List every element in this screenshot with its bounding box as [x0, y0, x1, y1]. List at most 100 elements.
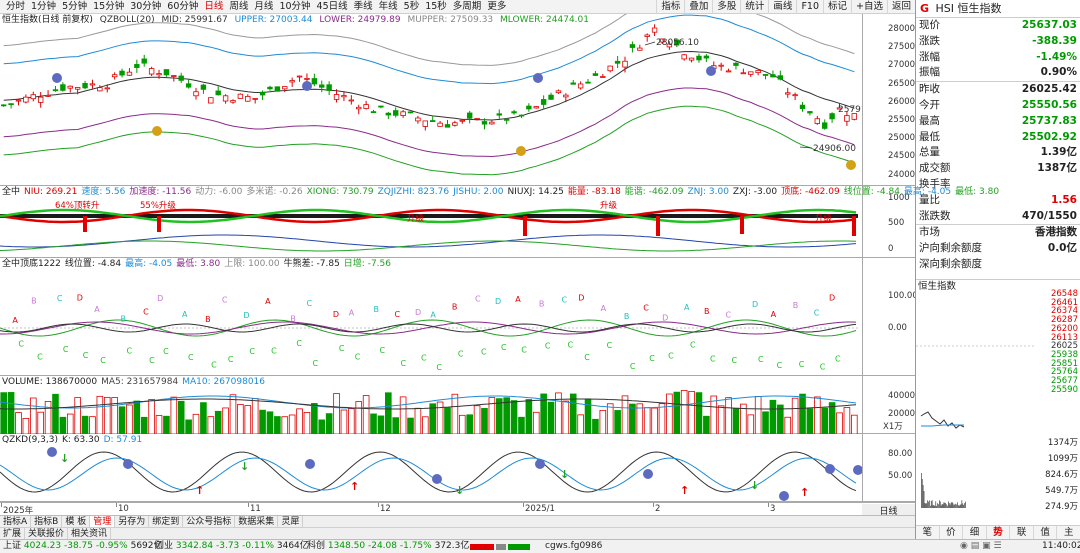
tool-5[interactable]: F10 [796, 0, 823, 14]
signal-letter: C [436, 363, 442, 372]
kc-index[interactable]: 科创 1348.50 -24.08 -1.75% 372.3亿 [307, 541, 470, 551]
indicator-tab-3[interactable]: 管理 [90, 516, 116, 527]
period-tab-2[interactable]: 5分钟 [62, 1, 88, 12]
period-tab-3[interactable]: 15分钟 [93, 1, 125, 12]
signal-letter: C [211, 360, 217, 369]
mini-volume-bar [965, 501, 966, 508]
indicator-tab-5[interactable]: 绑定到 [149, 516, 184, 527]
extension-tab-1[interactable]: 关联报价 [25, 528, 69, 539]
tool-4[interactable]: 画线 [768, 0, 796, 14]
quote-value: 0.0亿 [1047, 242, 1077, 255]
period-tab-10[interactable]: 45日线 [316, 1, 348, 12]
quote-row: 昨收 26025.42 [916, 82, 1080, 98]
volume-bar [370, 413, 377, 434]
extension-tab-2[interactable]: 相关资讯 [68, 528, 112, 539]
candle [222, 95, 229, 102]
volume-pane[interactable]: VOLUME: 138670000 MA5: 231657984 MA10: 267… [0, 376, 915, 434]
indicator-value: 牛熊差: -7.85 [283, 259, 340, 269]
tool-6[interactable]: 标记 [823, 0, 851, 14]
topbottom-plot[interactable]: ACBCCCDCACBCCCDCACBCCCDCACBCCCDCACBCCCDC… [0, 258, 862, 376]
tool-8[interactable]: 返回 [886, 0, 915, 14]
volume-bar [407, 417, 414, 434]
candle [296, 75, 303, 78]
candle [489, 121, 495, 125]
period-tab-13[interactable]: 5秒 [403, 1, 420, 12]
candle [45, 94, 51, 97]
mini-volume-bar [938, 504, 939, 508]
candle [629, 44, 636, 48]
volume-bar [525, 399, 533, 434]
quote-tab-2[interactable]: 细 [963, 526, 987, 539]
indicator-tab-4[interactable]: 另存为 [115, 516, 150, 527]
quote-tab-5[interactable]: 值 [1034, 526, 1058, 539]
tool-0[interactable]: 指标 [656, 0, 684, 14]
volume-bar [133, 400, 141, 434]
indicator-tab-6[interactable]: 公众号指标 [183, 516, 236, 527]
indicator-tab-1[interactable]: 指标B [31, 516, 63, 527]
period-tab-4[interactable]: 30分钟 [130, 1, 162, 12]
indicator-tab-8[interactable]: 灵犀 [278, 516, 304, 527]
period-tab-0[interactable]: 分时 [6, 1, 26, 12]
candle [466, 112, 473, 119]
mini-volume-bar [950, 502, 952, 508]
period-tab-9[interactable]: 10分钟 [279, 1, 311, 12]
intraday-mini-chart[interactable]: 26548 26461 26374 26287 26200 26113 26025 25938… [916, 286, 1080, 512]
volume-bar [784, 416, 792, 434]
period-tab-8[interactable]: 月线 [254, 1, 274, 12]
volume-bar [732, 407, 740, 434]
quote-tab-6[interactable]: 主 [1057, 526, 1080, 539]
kline-pane[interactable]: 恒生指数(日线 前复权) QZBOLL(20) MID: 25991.67 UP… [0, 14, 915, 186]
signal-letter: C [758, 355, 764, 364]
period-tab-15[interactable]: 多周期 [452, 1, 482, 12]
volume-bar [562, 400, 570, 434]
kd-plot[interactable]: ↓ ↑ ↓ ↑ ↓ ↓ ↑ ↓ ↑ [0, 434, 862, 502]
quote-tab-3[interactable]: 势 [987, 526, 1011, 539]
tool-7[interactable]: +自选 [851, 0, 887, 14]
period-tab-7[interactable]: 周线 [229, 1, 249, 12]
tool-1[interactable]: 叠加 [684, 0, 712, 14]
volume-bar [7, 392, 15, 434]
candle [637, 47, 643, 51]
period-tab-11[interactable]: 季线 [353, 1, 373, 12]
quote-tab-1[interactable]: 价 [940, 526, 964, 539]
period-tab-6[interactable]: 日线 [204, 1, 224, 12]
quote-row: 今开 25550.56 [916, 98, 1080, 114]
kd-pane[interactable]: QZKD(9,3,3) K: 63.30 D: 57.91 ↓ ↑ ↓ ↑ ↓ ↓ ↑ ↓ ↑ 80… [0, 434, 915, 502]
volume-bar [385, 392, 392, 434]
quote-tab-0[interactable]: 笔 [916, 526, 940, 539]
quote-tab-4[interactable]: 联 [1010, 526, 1034, 539]
niu-axis: 1000 500 0 [862, 186, 915, 257]
period-unit-label[interactable]: 日线 [862, 504, 915, 517]
period-tab-14[interactable]: 15秒 [425, 1, 447, 12]
cy-index[interactable]: 创业 3342.84 -3.73 -0.11% 3464亿 [155, 541, 309, 551]
indicator-value: 多米诺: -0.26 [246, 187, 303, 197]
date-tick: 2025年 [0, 503, 34, 516]
mini-price-tick: 25764 [1050, 367, 1078, 378]
indicator-value: QZKD(9,3,3) [2, 435, 59, 445]
candle [89, 83, 96, 86]
tool-2[interactable]: 多股 [712, 0, 740, 14]
indicator-tab-7[interactable]: 数据采集 [235, 516, 279, 527]
topbottom-pane[interactable]: 全中顶底1222 线位置: -4.84 最高: -4.05 最低: 3.80 上限: 1… [0, 258, 918, 376]
tool-3[interactable]: 统计 [740, 0, 768, 14]
period-tab-1[interactable]: 1分钟 [31, 1, 57, 12]
indicator-tab-2[interactable]: 模 板 [62, 516, 91, 527]
period-tab-12[interactable]: 年线 [378, 1, 398, 12]
niu-indicator-pane[interactable]: 全中 NIU: 269.21 速度: 5.56 加速度: -11.56 动力: -6.0… [0, 186, 999, 258]
signal-letter: C [481, 348, 487, 357]
sh-index[interactable]: 上证 4024.23 -38.75 -0.95% 5692亿 [3, 541, 163, 551]
chart-area[interactable]: 恒生指数(日线 前复权) QZBOLL(20) MID: 25991.67 UP… [0, 14, 999, 517]
indicator-line [0, 240, 857, 252]
stat-rows: 昨收 26025.42 今开 25550.56 最高 25737.83 最低 25502.92… [916, 82, 1080, 224]
indicator-tab-0[interactable]: 指标A [0, 516, 32, 527]
volume-plot[interactable] [0, 376, 862, 434]
signal-letter: C [421, 353, 427, 362]
kline-plot[interactable]: 28056.10 24906.00 25791 [0, 14, 862, 186]
volume-bar [458, 414, 466, 434]
period-tab-5[interactable]: 60分钟 [167, 1, 199, 12]
period-tab-16[interactable]: 更多 [487, 1, 507, 12]
extension-tab-0[interactable]: 扩展 [0, 528, 26, 539]
signal-arrow: ↓ [750, 479, 759, 492]
indicator-line [0, 319, 857, 337]
